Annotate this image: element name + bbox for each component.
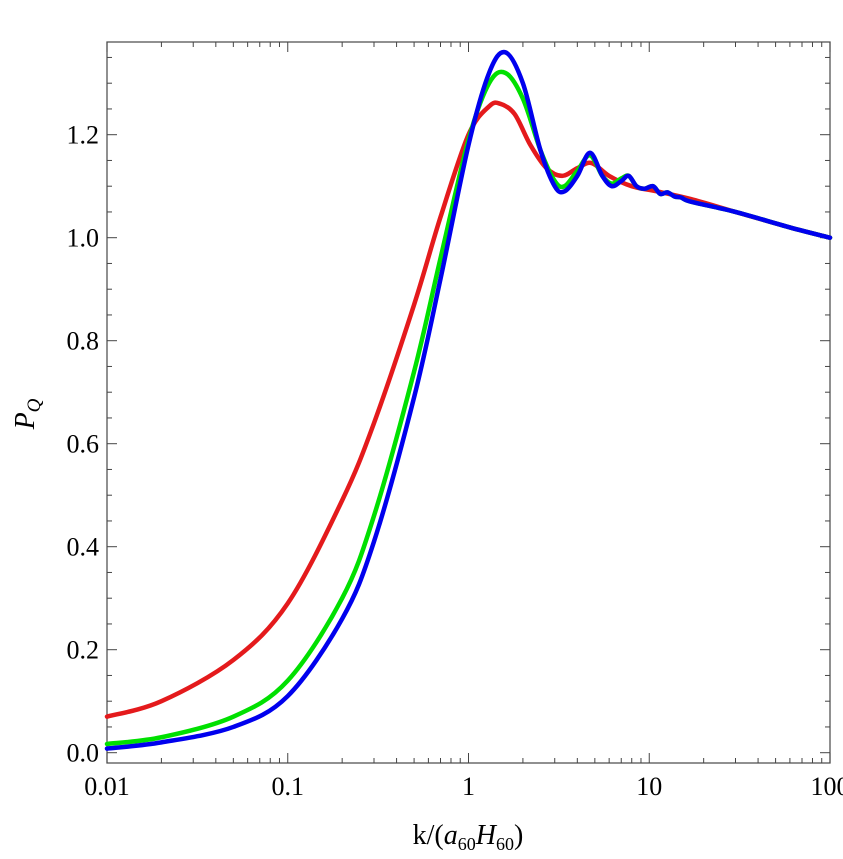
series-layer: [104, 49, 833, 751]
x-tick-label: 10: [636, 772, 662, 801]
y-tick-label: 0.8: [67, 327, 100, 356]
axis-ticks: [106, 42, 831, 763]
y-tick-labels: 0.0 0.2 0.4 0.6 0.8 1.0 1.2: [67, 121, 100, 768]
y-tick-label: 0.0: [67, 739, 100, 768]
series-line-0: [104, 100, 833, 719]
series-line-2: [104, 49, 833, 751]
x-tick-label: 100: [811, 772, 843, 801]
y-axis-label: PQ: [10, 398, 45, 430]
x-tick-label: 0.1: [272, 772, 305, 801]
y-tick-label: 0.4: [67, 533, 100, 562]
x-axis-label: k/(a60H60): [413, 820, 524, 854]
y-tick-label: 0.2: [67, 636, 100, 665]
x-tick-label: 0.01: [84, 772, 130, 801]
series-line-1: [104, 69, 833, 747]
x-tick-labels: 0.01 0.1 1 10 100: [84, 772, 843, 801]
y-tick-label: 0.6: [67, 430, 100, 459]
y-tick-label: 1.2: [67, 121, 100, 150]
x-tick-label: 1: [462, 772, 475, 801]
y-tick-label: 1.0: [67, 224, 100, 253]
